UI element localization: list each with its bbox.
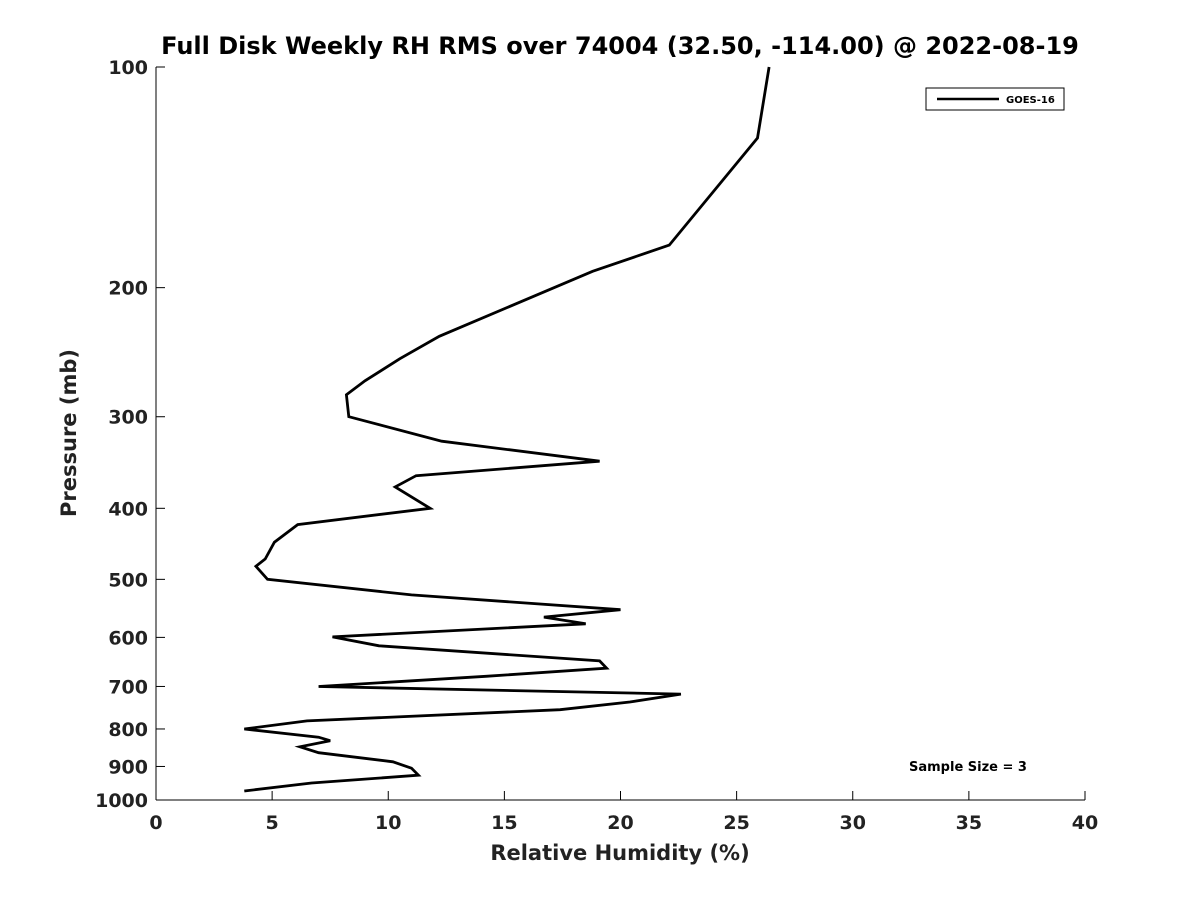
y-tick-label: 100 [108,57,148,79]
y-axis-label: Pressure (mb) [57,349,81,517]
y-tick-label: 500 [108,569,148,591]
x-tick-label: 30 [840,812,866,834]
series-layer [244,66,771,793]
y-tick-label: 700 [108,676,148,698]
series-line-goes-16 [244,66,771,793]
y-tick-label: 600 [108,627,148,649]
x-axis-label: Relative Humidity (%) [490,841,749,865]
legend: GOES-16 [925,87,1065,111]
x-tick-label: 20 [607,812,633,834]
y-tick-label: 300 [108,407,148,429]
y-ticks: 100 200 300 400 500 600 700 800 900 1000 [95,57,165,812]
x-tick-label: 10 [375,812,401,834]
x-tick-label: 40 [1072,812,1098,834]
axes [155,67,1085,801]
x-tick-label: 35 [956,812,982,834]
y-tick-label: 1000 [95,790,148,812]
y-tick-label: 200 [108,278,148,300]
x-tick-label: 15 [491,812,517,834]
x-tick-label: 25 [723,812,749,834]
sample-size-annotation: Sample Size = 3 [909,760,1027,775]
y-tick-label: 400 [108,498,148,520]
x-tick-label: 5 [266,812,279,834]
x-tick-label: 0 [149,812,162,834]
y-tick-label: 900 [108,756,148,778]
chart-title: Full Disk Weekly RH RMS over 74004 (32.5… [161,32,1079,60]
y-tick-label: 800 [108,719,148,741]
legend-label: GOES-16 [1006,95,1055,106]
x-ticks: 0 5 10 15 20 25 30 35 40 [149,791,1098,834]
